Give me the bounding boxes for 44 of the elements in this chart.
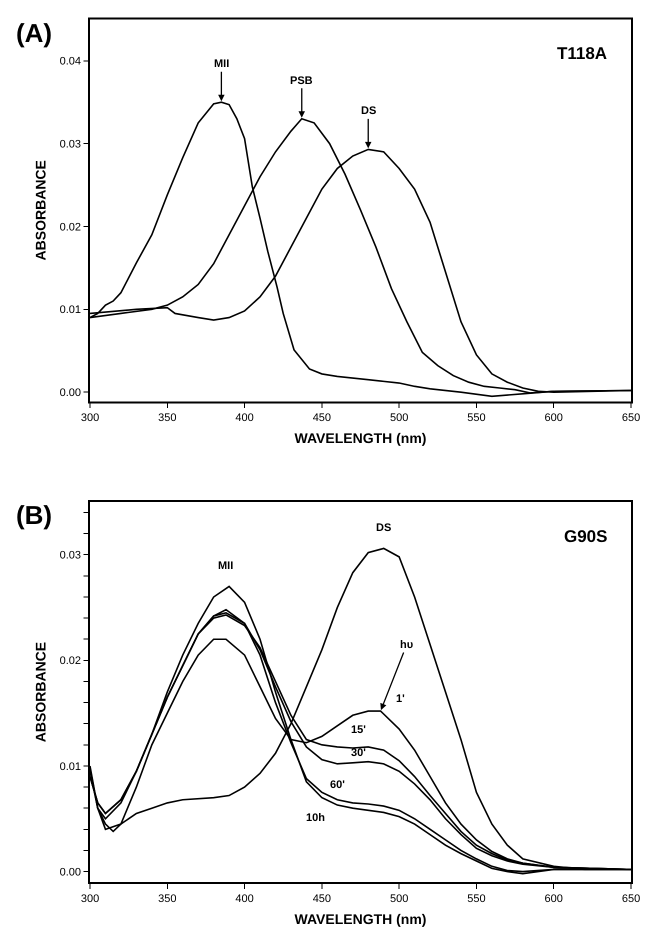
x-tick-label: 500 xyxy=(390,893,408,906)
x-tick-label: 500 xyxy=(390,412,408,424)
annotation: 1' xyxy=(396,693,406,705)
y-tick-label: 0.00 xyxy=(60,387,82,399)
annotation: DS xyxy=(361,105,376,117)
x-tick-label: 650 xyxy=(622,412,640,424)
annotation: T118A xyxy=(557,44,608,63)
annotation: DS xyxy=(376,522,392,534)
y-tick-label: 0.01 xyxy=(60,760,82,773)
x-tick-label: 300 xyxy=(80,893,100,906)
annotation: 60' xyxy=(330,779,346,791)
annotation: MII xyxy=(214,58,230,70)
x-axis-title: WAVELENGTH (nm) xyxy=(294,430,426,446)
y-tick-label: 0.02 xyxy=(60,655,82,668)
annotation: MII xyxy=(218,560,234,572)
x-tick-label: 600 xyxy=(544,893,563,906)
annotation: 30' xyxy=(351,747,366,759)
y-tick-label: 0.03 xyxy=(60,550,82,562)
y-axis-title: ABSORBANCE xyxy=(32,642,49,742)
x-tick-label: 350 xyxy=(158,893,176,906)
annotation: PSB xyxy=(290,75,313,87)
y-tick-label: 0.01 xyxy=(60,304,82,316)
y-tick-label: 0.03 xyxy=(60,138,82,150)
annotation: hυ xyxy=(400,639,414,651)
y-tick-label: 0.04 xyxy=(60,56,82,68)
x-tick-label: 600 xyxy=(544,412,563,424)
x-tick-label: 550 xyxy=(467,412,486,424)
x-tick-label: 300 xyxy=(80,412,100,424)
y-tick-label: 0.02 xyxy=(60,221,82,234)
y-tick-label: 0.00 xyxy=(60,866,82,878)
x-tick-label: 450 xyxy=(312,893,332,906)
x-tick-label: 450 xyxy=(312,412,332,424)
x-tick-label: 400 xyxy=(235,412,254,424)
chart-title: (A) xyxy=(16,18,52,48)
x-tick-label: 550 xyxy=(467,893,486,906)
x-axis-title: WAVELENGTH (nm) xyxy=(294,910,426,927)
annotation: G90S xyxy=(564,527,608,546)
annotation: 10h xyxy=(306,812,326,824)
x-tick-label: 400 xyxy=(235,893,254,906)
chart-title: (B) xyxy=(16,500,52,530)
y-axis-title: ABSORBANCE xyxy=(32,160,49,260)
x-tick-label: 650 xyxy=(622,893,640,906)
x-tick-label: 350 xyxy=(158,412,176,424)
annotation: 15' xyxy=(351,724,366,736)
